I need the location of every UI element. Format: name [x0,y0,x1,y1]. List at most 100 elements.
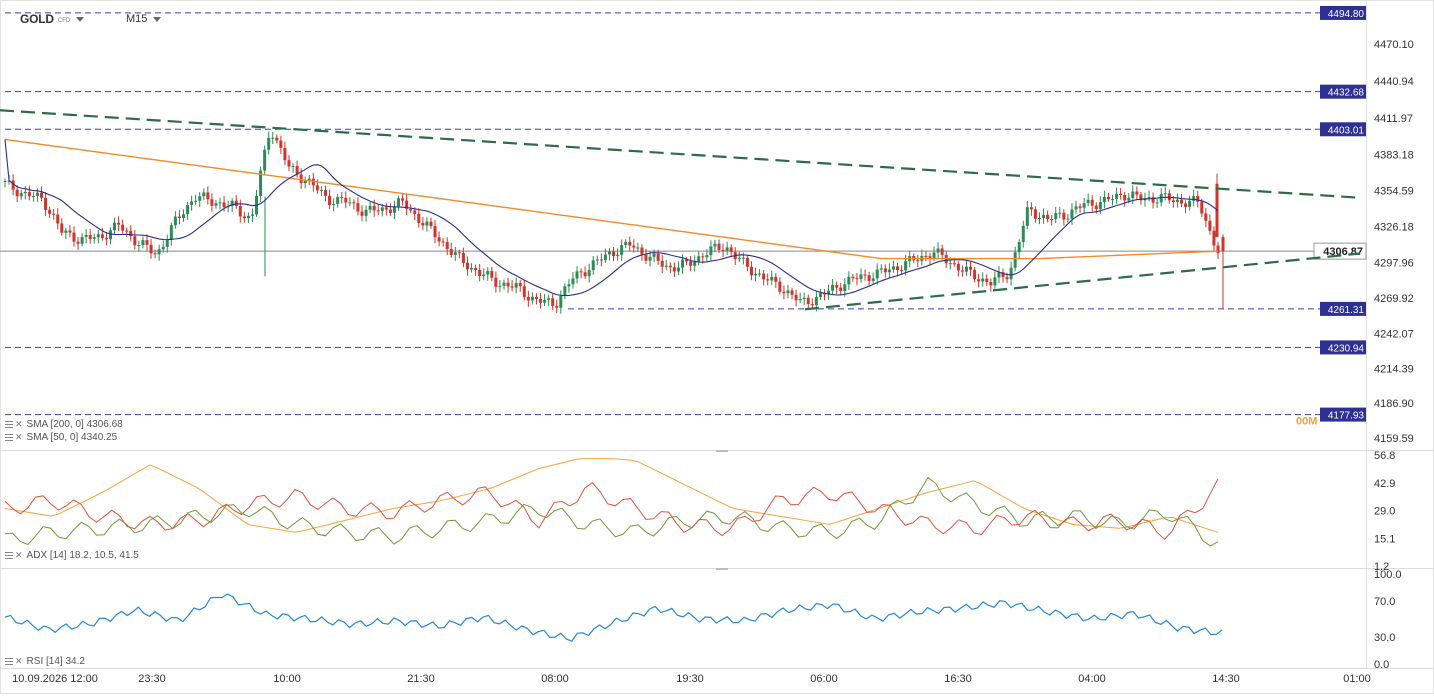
candle-body [603,254,607,261]
candle-body [287,160,291,167]
candle-body [1131,191,1135,198]
candle-body [388,209,392,213]
candle-body [774,276,778,282]
chevron-down-icon [76,16,85,22]
indicator-label-sma200[interactable]: ✕ SMA [200, 0] 4306.68 [5,419,123,430]
close-icon[interactable]: ✕ [15,656,23,666]
candle-body [218,202,222,204]
candle-body [827,290,831,295]
candle-body [956,263,960,271]
candle-body [782,291,786,294]
candle-body [11,180,15,190]
settings-icon[interactable] [5,421,13,428]
candle-body [660,260,664,267]
timeframe-label: M15 [126,13,148,25]
indicator-label-sma50[interactable]: ✕ SMA [50, 0] 4340.25 [5,432,117,443]
candle-body [60,223,64,233]
candle-body [80,236,84,244]
candle-body [340,196,344,198]
candle-body [640,247,644,255]
current-price-label: 4306.87 [1323,246,1363,258]
sma200-text: SMA [200, 0] 4306.68 [26,419,123,430]
candle-body [539,299,543,303]
candle-body [405,200,409,209]
price-axis-tick: 4383.18 [1374,149,1414,161]
sma50-line [4,139,1219,297]
candle-body [177,216,181,218]
candle-body [392,206,396,213]
settings-icon[interactable] [5,552,13,559]
price-level-label: 4177.93 [1328,411,1365,422]
settings-icon[interactable] [5,658,13,665]
candle-body [271,137,275,139]
candle-body [648,256,652,261]
time-axis-tick: 16:30 [944,673,972,685]
candle-body [668,265,672,268]
candle-body [48,209,52,214]
symbol-name: GOLD [20,12,54,26]
candle-body [612,251,616,257]
price-level-label: 4403.01 [1328,125,1365,136]
candle-body [1098,202,1102,210]
candle-body [818,293,822,298]
time-axis-tick: 04:00 [1078,673,1106,685]
settings-icon[interactable] [5,434,13,441]
candle-body [1208,220,1212,231]
candle-body [344,197,348,203]
close-icon[interactable]: ✕ [15,550,23,560]
candle-body [932,252,936,259]
time-axis-tick: 10.09.2026 12:00 [12,673,98,685]
candle-body [851,276,855,279]
candle-body [1013,252,1017,268]
candle-body [186,205,190,215]
candle-body [977,279,981,282]
adx-axis-tick: 56.8 [1374,450,1395,462]
indicator-label-adx[interactable]: ✕ ADX [14] 18.2, 10.5, 41.5 [5,550,139,561]
indicator-label-rsi[interactable]: ✕ RSI [14] 34.2 [5,656,85,667]
symbol-selector[interactable]: GOLD CFD [20,10,85,28]
candle-body [27,191,31,197]
close-icon[interactable]: ✕ [15,432,23,442]
close-icon[interactable]: ✕ [15,419,23,429]
candle-body [595,259,599,261]
sma50-text: SMA [50, 0] 4340.25 [26,432,118,443]
candle-body [1196,195,1200,202]
candle-body [758,273,762,275]
candle-body [867,275,871,281]
candle-body [705,255,709,258]
candle-body [721,249,725,251]
candle-body [806,297,810,304]
candle-body [559,296,563,308]
candle-body [632,245,636,248]
candle-body [989,282,993,286]
timeframe-selector[interactable]: M15 [126,10,162,28]
candle-body [1094,205,1098,210]
candle-body [1216,245,1220,254]
candle-body [1115,193,1119,199]
candle-body [1135,191,1139,195]
candle-body [356,203,360,212]
price-axis-tick: 4159.59 [1374,433,1414,445]
price-axis-tick: 4269.92 [1374,293,1414,305]
price-level-tag [1320,340,1366,355]
candle-body [964,266,968,272]
sma200-line [4,138,1219,260]
candle-body [283,147,287,161]
price-level-tag [1320,301,1366,316]
candle-body [108,230,112,240]
candle-body [969,266,973,270]
adx-series-line [4,478,1219,540]
candle-body [928,256,932,259]
candle-body [839,287,843,292]
candle-body [486,271,490,275]
candle-body [713,243,717,247]
candle-body [1179,199,1183,204]
candle-body [924,255,928,257]
candle-body [332,204,336,206]
candle-body [1102,196,1106,203]
candle-body [263,149,267,171]
trendline-upper [0,109,1361,199]
candle-body [725,247,729,251]
